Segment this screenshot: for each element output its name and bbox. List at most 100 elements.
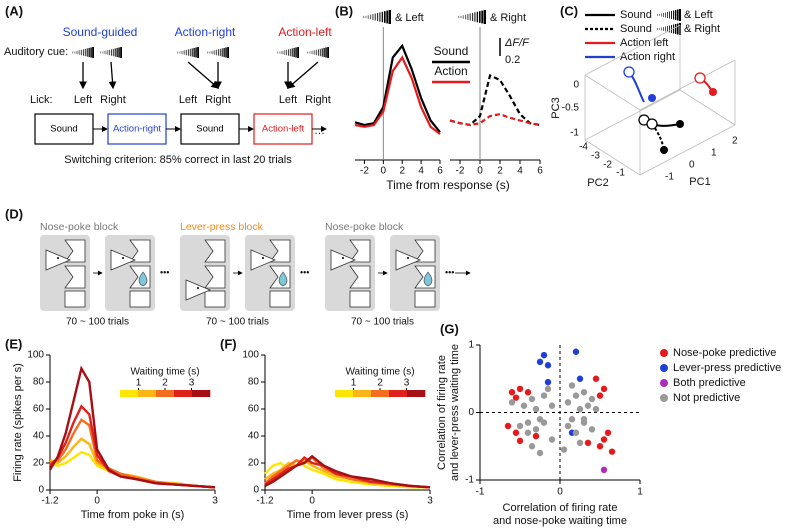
scatter-point (524, 419, 532, 426)
scatter-point (592, 405, 600, 413)
x-tick-label: -1 (476, 487, 485, 498)
scatter-point (532, 426, 540, 433)
flow-label: Action-left (262, 124, 305, 135)
y-axis-label: and lever-press waiting time (449, 344, 461, 481)
y-tick-label: 40 (248, 431, 260, 442)
series-line (49, 437, 216, 489)
series-line (49, 418, 216, 489)
scatter-point (576, 375, 584, 382)
scatter-point (544, 362, 552, 369)
colorbar-segment (138, 390, 157, 397)
mouse (110, 249, 137, 271)
scatter-point (576, 405, 584, 413)
block-trials: 70 ~ 100 trials (206, 317, 269, 328)
header: Sound-guided (63, 25, 138, 39)
pc1-tick: 1 (711, 148, 717, 159)
scatter-point (572, 392, 580, 399)
ellipsis: ••• (300, 267, 309, 277)
x-tick-label: 0 (557, 487, 563, 498)
panel-label: (B) (335, 3, 353, 18)
panel-label: (D) (5, 206, 23, 221)
y-tick-label: 0 (38, 485, 44, 496)
mouse (250, 249, 277, 271)
scatter-point (516, 422, 524, 430)
flow-label: Sound (50, 124, 77, 135)
scatter-point (504, 422, 512, 430)
series-line (264, 456, 431, 489)
scatter-point (548, 436, 556, 443)
scatter-point (560, 446, 568, 453)
series-line (449, 73, 541, 127)
lever-box (414, 290, 436, 308)
series-line (49, 450, 216, 489)
water-drop (138, 271, 148, 287)
poke-port (414, 239, 436, 263)
colorbar-segment (407, 390, 426, 397)
lever-box (64, 290, 86, 308)
colorbar-tick-label: 1 (351, 378, 357, 389)
legend-label: Sound (620, 9, 652, 21)
lever-box (129, 290, 151, 308)
legend-label: Not predictive (673, 392, 740, 404)
scatter-point (528, 443, 536, 450)
colorbar-segment (335, 390, 354, 397)
y-tick-label: 100 (242, 350, 259, 361)
x-axis-label: Correlation of firing rate (503, 502, 618, 514)
colorbar-segment (353, 390, 372, 397)
colorbar-segment (192, 390, 211, 397)
header: Action-right (175, 25, 236, 39)
scatter-point (532, 405, 540, 413)
block-label: Nose-poke block (40, 221, 119, 233)
ellipsis: ••• (445, 267, 454, 277)
scale-bar-value: 0.2 (505, 54, 520, 66)
scatter-point (564, 422, 572, 430)
chart-title: & Right (490, 12, 526, 24)
colorbar-title: Waiting time (s) (345, 367, 414, 378)
cue-icon (458, 10, 486, 24)
x-tick-label: 2 (497, 166, 503, 177)
poke-port (64, 265, 86, 289)
series-line (264, 456, 431, 489)
scatter-point (568, 382, 576, 389)
colorbar-segment (120, 390, 139, 397)
y-tick-label: 100 (27, 350, 44, 361)
y-tick-label: 60 (248, 404, 260, 415)
flow-label: Sound (196, 124, 223, 135)
mouse-eye (342, 257, 344, 259)
scatter-point (528, 395, 536, 403)
y-tick-label: -1 (465, 475, 474, 486)
x-tick-label: 1 (637, 487, 643, 498)
x-tick-label: 2 (399, 166, 405, 177)
block-label: Lever-press block (180, 221, 264, 233)
colorbar-segment (156, 390, 175, 397)
pc1-label: PC1 (689, 176, 710, 188)
lick: Right (100, 94, 126, 106)
scatter-point (600, 436, 608, 443)
flow-box (253, 113, 313, 145)
criterion: Switching criterion: 85% correct in last… (64, 154, 292, 166)
mouse-eye (122, 257, 124, 259)
lever-box (349, 290, 371, 308)
cue-icon (207, 47, 229, 58)
cue-icon (657, 23, 681, 35)
x-tick-label: 4 (517, 166, 523, 177)
series-line (48, 365, 216, 489)
trajectory-start (694, 72, 706, 84)
x-tick-label: 3 (427, 496, 433, 507)
series-line (264, 454, 431, 489)
trajectory-end (676, 120, 684, 128)
lick: Left (74, 94, 92, 106)
block-trials: 70 ~ 100 trials (351, 317, 414, 328)
legend-suffix: & Right (684, 23, 720, 35)
water-drop (423, 271, 433, 287)
x-tick-label: 0 (309, 496, 315, 507)
colorbar-tick-label: 3 (189, 378, 195, 389)
lick: Left (179, 94, 197, 106)
poke-port (349, 239, 371, 263)
poke-port (204, 265, 226, 289)
block-trials: 70 ~ 100 trials (66, 317, 129, 328)
poke-port (269, 239, 291, 263)
legend-label: Both predictive (673, 377, 746, 389)
scatter-point (536, 449, 544, 457)
scatter-point (544, 378, 552, 386)
